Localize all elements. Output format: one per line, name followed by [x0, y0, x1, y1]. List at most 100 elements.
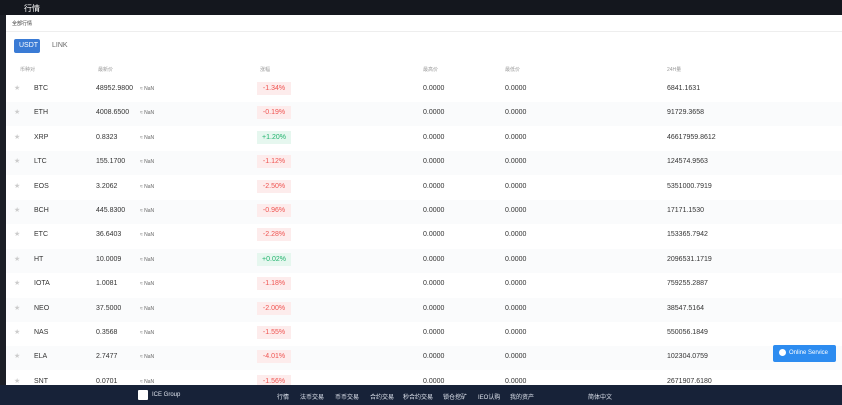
row-bg	[6, 102, 842, 127]
quote-tab[interactable]: LINK	[52, 42, 68, 49]
approx: ≈ NaN	[140, 354, 155, 361]
symbol[interactable]: BCH	[34, 207, 49, 214]
volume: 46617959.8612	[667, 133, 716, 141]
low: 0.0000	[505, 304, 527, 312]
high: 0.0000	[423, 207, 445, 214]
price: 2.7477	[96, 353, 118, 361]
tab[interactable]: 全部行情	[12, 21, 33, 27]
symbol[interactable]: HT	[34, 255, 44, 263]
symbol[interactable]: BTC	[34, 85, 48, 92]
high: 0.0000	[423, 329, 445, 336]
star: ★	[14, 158, 21, 166]
approx: ≈ NaN	[140, 378, 155, 385]
volume: 124574.9563	[667, 158, 708, 166]
low: 0.0000	[505, 158, 527, 166]
high: 0.0000	[423, 280, 445, 288]
symbol[interactable]: ETH	[34, 109, 48, 117]
market-panel: 全部行情 USDT LINK 币种对 最新价 涨幅 最高价 最低价 24H量 ★ BTC 489…	[6, 15, 842, 385]
row-bg	[6, 248, 842, 273]
approx: ≈ NaN	[140, 208, 155, 214]
symbol[interactable]: ETC	[34, 231, 48, 239]
high: 0.0000	[423, 304, 445, 312]
price: 1.0081	[96, 280, 118, 288]
volume: 550056.1849	[667, 329, 708, 336]
low: 0.0000	[505, 231, 527, 239]
star: ★	[14, 207, 21, 214]
symbol[interactable]: LTC	[34, 158, 47, 166]
low: 0.0000	[505, 133, 527, 141]
volume: 102304.0759	[667, 353, 708, 361]
high: 0.0000	[423, 158, 445, 166]
approx: ≈ NaN	[140, 281, 155, 288]
low: 0.0000	[505, 109, 527, 117]
nav-item[interactable]: 我的资产	[510, 395, 535, 401]
symbol[interactable]: NAS	[34, 329, 49, 336]
nav-item[interactable]: 锁仓挖矿	[443, 395, 468, 401]
symbol[interactable]: SNT	[34, 377, 48, 385]
approx: ≈ NaN	[140, 110, 155, 117]
column-header[interactable]: 最高价	[423, 67, 439, 73]
online-service-button[interactable]: Online Service	[773, 345, 836, 362]
price: 155.1700	[96, 158, 126, 166]
symbol[interactable]: ELA	[34, 353, 48, 361]
change: -1.55%	[257, 326, 291, 339]
online-service[interactable]: Online Service	[789, 350, 829, 356]
star: ★	[14, 109, 21, 117]
volume: 38547.5164	[667, 304, 704, 312]
volume: 91729.3658	[667, 109, 704, 117]
change: -1.18%	[257, 277, 291, 291]
change: -2.00%	[257, 301, 291, 315]
approx: ≈ NaN	[140, 305, 155, 312]
nav-item[interactable]: 行情	[277, 395, 290, 401]
high: 0.0000	[423, 231, 445, 239]
volume: 2671907.6180	[667, 377, 712, 385]
symbol[interactable]: EOS	[34, 182, 49, 190]
star: ★	[14, 85, 21, 92]
change: -1.34%	[257, 82, 291, 95]
change: -0.96%	[257, 204, 291, 217]
high: 0.0000	[423, 133, 445, 141]
nav-item[interactable]: 法币交易	[300, 395, 325, 401]
volume: 759255.2887	[667, 280, 708, 288]
high: 0.0000	[423, 85, 445, 92]
low: 0.0000	[505, 255, 527, 263]
change: +1.20%	[257, 130, 291, 144]
column-header[interactable]: 24H量	[667, 67, 682, 73]
column-header[interactable]: 最新价	[98, 67, 114, 73]
top-title: 行情	[24, 4, 40, 13]
nav-item[interactable]: 合约交易	[370, 395, 395, 401]
row-bg	[6, 297, 842, 322]
star: ★	[14, 280, 21, 288]
star: ★	[14, 377, 21, 385]
volume: 17171.1530	[667, 207, 704, 214]
brand: ICE Group	[152, 392, 181, 398]
language[interactable]: 简体中文	[588, 395, 613, 401]
high: 0.0000	[423, 182, 445, 190]
star: ★	[14, 133, 21, 141]
price: 4008.6500	[96, 109, 130, 117]
price: 48952.9800	[96, 85, 133, 92]
high: 0.0000	[423, 109, 445, 117]
quote-tab[interactable]: USDT	[19, 42, 39, 49]
volume: 153365.7942	[667, 231, 708, 239]
change: -2.28%	[257, 228, 291, 242]
row-bg	[6, 200, 842, 224]
volume: 6841.1631	[667, 85, 701, 92]
nav-item[interactable]: IEO认购	[478, 395, 501, 401]
symbol[interactable]: NEO	[34, 304, 50, 312]
low: 0.0000	[505, 377, 527, 385]
symbol[interactable]: XRP	[34, 133, 49, 141]
star: ★	[14, 353, 21, 361]
column-header[interactable]: 币种对	[20, 67, 36, 73]
symbol[interactable]: IOTA	[34, 280, 50, 288]
nav-item[interactable]: 币币交易	[335, 395, 360, 401]
nav-item[interactable]: 秒合约交易	[403, 395, 434, 401]
column-header[interactable]: 最低价	[505, 67, 521, 73]
column-header[interactable]: 涨幅	[260, 67, 271, 73]
footer: ICE Group 简体中文 行情 法币交易 币币交易 合约交易 秒合约交易 锁仓挖矿 IE…	[0, 385, 842, 405]
low: 0.0000	[505, 280, 527, 288]
volume: 2096531.1719	[667, 255, 712, 263]
high: 0.0000	[423, 377, 445, 385]
star: ★	[14, 182, 21, 190]
low: 0.0000	[505, 182, 527, 190]
